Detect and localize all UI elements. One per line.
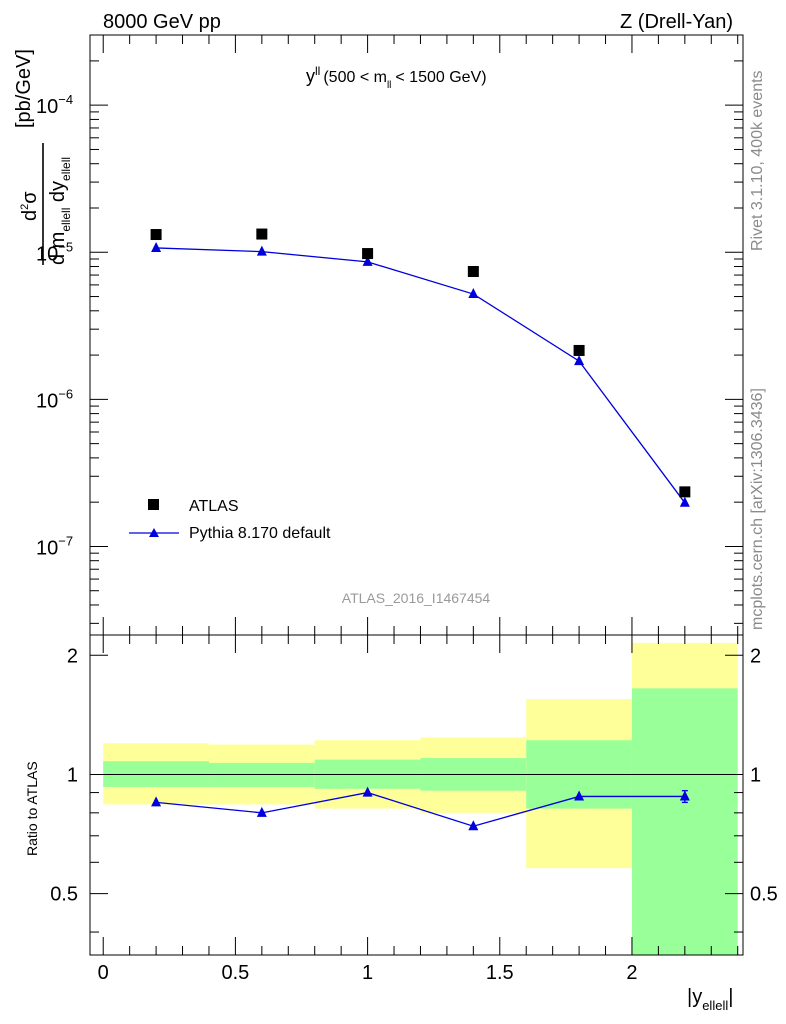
pythia-point: [468, 288, 479, 299]
main-ytick-label: 10−7: [36, 533, 73, 559]
title-sup: ll: [315, 64, 320, 78]
title-paren: (500 < m: [323, 69, 387, 86]
ylabel-sub1: ellell: [59, 208, 73, 232]
ratio-line: [156, 791, 685, 827]
atlas-point: [573, 344, 585, 356]
ratio-xtick-label: 0: [98, 962, 109, 984]
ratio-xlabel: |yellell|: [687, 986, 733, 1013]
pythia-point: [256, 245, 267, 256]
atlas-point: [256, 228, 268, 240]
ylabel-sigma: σ: [19, 191, 41, 204]
mcplots-info: mcplots.cern.ch [arXiv:1306.3436]: [749, 388, 766, 630]
svg-text:yll(500 < mll< 1500 GeV): yll (500 < mll < 1500 GeV): [306, 64, 487, 91]
xlabel-sub: ellell: [702, 998, 728, 1013]
legend-atlas-label: ATLAS: [189, 498, 239, 515]
ylabel-sup: 2: [19, 204, 31, 210]
pythia-point: [574, 355, 585, 366]
title-y: y: [306, 66, 315, 86]
svg-text:d mellell dyellell: d mellell dyellell: [47, 157, 73, 265]
xlabel-main: |y: [687, 986, 702, 1008]
ratio-point: [574, 790, 585, 801]
ratio-ytick-label-left: 2: [67, 645, 78, 667]
atlas-point: [150, 229, 162, 241]
rivet-info: Rivet 3.1.10, 400k events: [749, 70, 766, 251]
ylabel-dm: d m: [47, 232, 69, 265]
ratio-ylabel: Ratio to ATLAS: [24, 761, 40, 856]
title-sub: ll: [387, 80, 391, 91]
ylabel-d: d: [19, 210, 41, 221]
ratio-point: [362, 786, 373, 797]
pythia-point: [362, 255, 373, 266]
xlabel-close: |: [728, 986, 733, 1008]
legend-pythia-marker: [149, 528, 159, 537]
header-left: 8000 GeV pp: [103, 11, 221, 33]
svg-text:d2σ: d2σ: [19, 191, 41, 221]
ylabel-sub2: ellell: [59, 157, 73, 181]
main-panel-title: yll (500 < mll < 1500 GeV): [306, 64, 487, 91]
header-right: Z (Drell-Yan): [620, 11, 733, 33]
main-ytick-label: 10−5: [36, 239, 73, 265]
svg-text:|yellell|: |yellell|: [687, 986, 733, 1013]
main-frame-border: [89, 34, 744, 636]
ylabel-dy: dy: [47, 181, 69, 208]
ratio-point: [468, 820, 479, 831]
ratio-point: [679, 790, 690, 801]
analysis-watermark: ATLAS_2016_I1467454: [342, 590, 491, 606]
atlas-point: [467, 266, 479, 278]
ratio-xtick-label: 2: [626, 962, 637, 984]
pythia-line: [156, 247, 686, 504]
ratio-xtick-label: 1.5: [486, 962, 514, 984]
ratio-point: [151, 796, 162, 807]
ratio-ytick-label-right: 1: [750, 764, 761, 786]
legend: ATLAS Pythia 8.170 default: [129, 498, 331, 542]
pythia-point: [151, 241, 162, 252]
legend-pythia-label: Pythia 8.170 default: [189, 525, 331, 542]
ratio-band-inner: [631, 688, 738, 955]
main-ylabel: d2σ d mellell dyellell [pb/GeV]: [13, 49, 73, 265]
ratio-ytick-label-left: 0.5: [50, 884, 78, 906]
ratio-ytick-label-right: 0.5: [750, 884, 778, 906]
ratio-xtick-label: 0.5: [221, 962, 249, 984]
atlas-point: [362, 248, 374, 260]
atlas-point: [679, 486, 691, 498]
main-ytick-label: 10−6: [36, 386, 73, 412]
ratio-ytick-label-right: 2: [750, 645, 761, 667]
legend-atlas-marker: [148, 499, 159, 510]
ratio-point: [256, 806, 267, 817]
ratio-xtick-label: 1: [362, 962, 373, 984]
main-plot-area: 10−7 10−6 10−5 10−4: [36, 34, 744, 636]
main-ytick-label: 10−4: [36, 92, 73, 118]
ratio-frame-border: [89, 634, 744, 956]
ratio-ytick-label-left: 1: [67, 764, 78, 786]
ratio-plot-area: 0 0.5 1 1.5 2 0.5 0.5 1 1 2 2: [50, 634, 778, 984]
pythia-point: [679, 496, 690, 507]
ylabel-unit: [pb/GeV]: [13, 49, 35, 128]
title-tail: < 1500 GeV): [395, 69, 486, 86]
